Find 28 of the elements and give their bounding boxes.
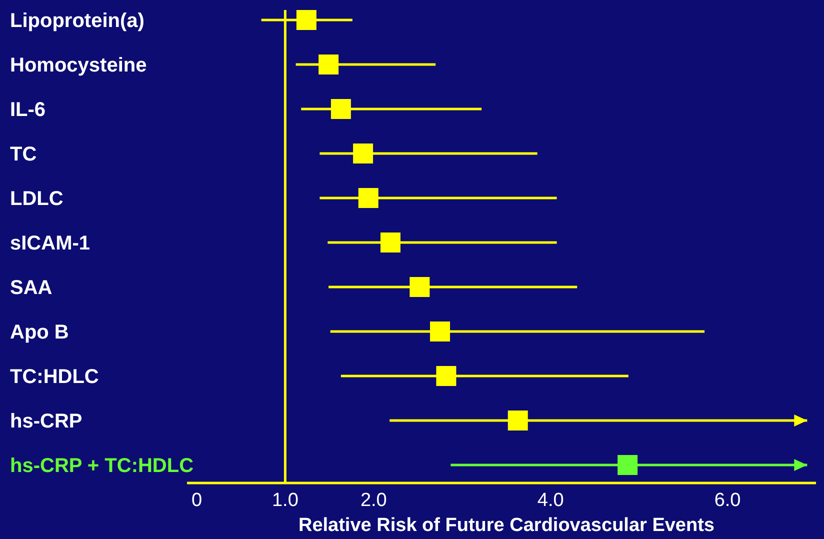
point: [436, 366, 456, 386]
point: [380, 232, 400, 252]
x-tick-label: 2.0: [360, 490, 387, 511]
x-tick-label: 1.0: [272, 490, 298, 511]
point: [330, 99, 351, 119]
point: [358, 188, 378, 208]
y-tick-label: LDLC: [10, 188, 64, 210]
y-tick-label: Lipoprotein(a): [10, 10, 144, 32]
y-tick-label: Apo B: [10, 322, 69, 344]
y-tick-label: IL-6: [10, 99, 46, 121]
y-tick-label: SAA: [10, 277, 52, 299]
y-tick-label: TC: [10, 144, 37, 166]
y-tick-label: TC:HDLC: [10, 366, 99, 388]
y-tick-label: sICAM-1: [10, 232, 90, 254]
x-tick-label: 4.0: [537, 490, 564, 511]
point: [508, 410, 528, 430]
point: [618, 455, 638, 475]
x-tick-label: 6.0: [714, 490, 741, 511]
point: [353, 144, 374, 164]
point: [410, 277, 430, 297]
point: [318, 54, 339, 74]
y-tick-label: Homocysteine: [10, 54, 147, 76]
x-tick-label: 0: [191, 490, 202, 511]
y-tick-label: hs-CRP: [10, 410, 82, 432]
point: [430, 322, 450, 342]
point: [296, 10, 316, 30]
y-tick-label: hs-CRP + TC:HDLC: [10, 455, 194, 477]
x-axis-title: Relative Risk of Future Cardiovascular Events: [298, 515, 715, 536]
